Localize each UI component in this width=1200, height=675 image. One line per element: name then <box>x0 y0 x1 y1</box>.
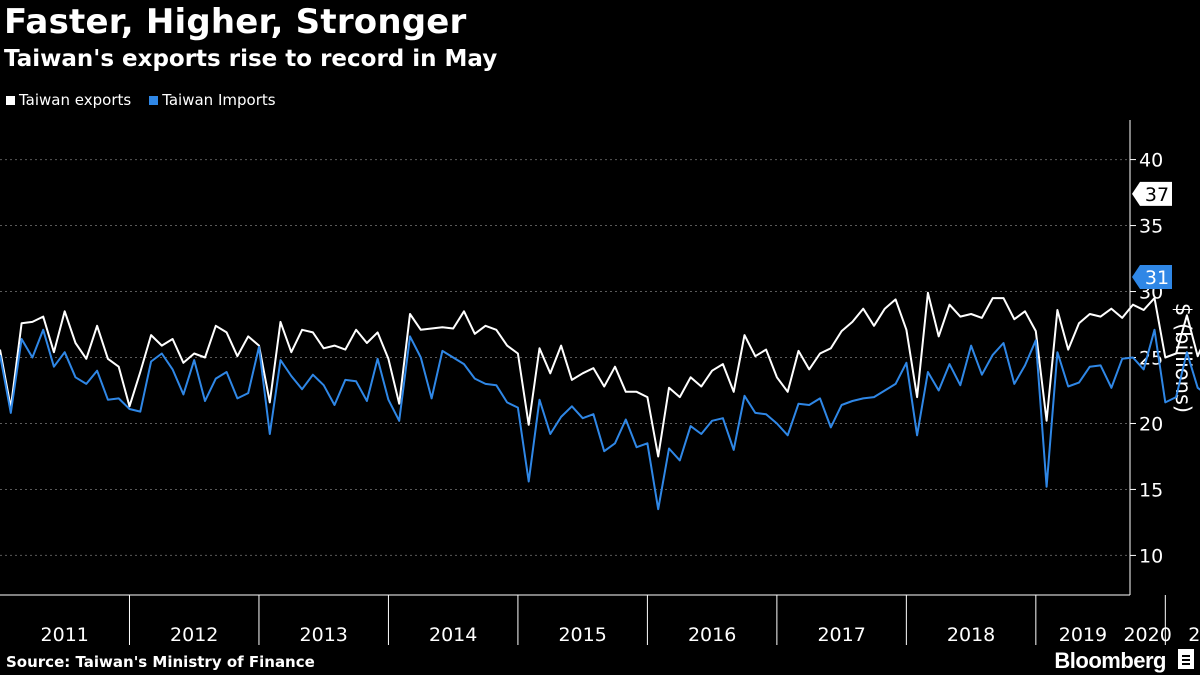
chart-subtitle: Taiwan's exports rise to record in May <box>4 46 498 72</box>
x-tick-label: 2019 <box>1059 624 1107 645</box>
x-tick-label: 2017 <box>817 624 865 645</box>
x-tick-label: 2020 <box>1123 624 1171 645</box>
legend-swatch-imports <box>149 95 159 105</box>
x-tick-label: 2016 <box>688 624 736 645</box>
legend: Taiwan exports Taiwan Imports <box>6 91 294 109</box>
y-axis-title: $ (billions) <box>1171 303 1195 413</box>
y-tick-label: 20 <box>1139 413 1163 435</box>
y-tick-label: 35 <box>1139 216 1163 238</box>
legend-item-exports: Taiwan exports <box>6 91 131 109</box>
x-tick-label: 2021 <box>1188 624 1200 645</box>
imports-line <box>0 328 1200 511</box>
x-tick-label: 2014 <box>429 624 477 645</box>
x-tick-label: 2011 <box>41 624 89 645</box>
y-tick-label: 40 <box>1139 150 1163 172</box>
brand-terminal-icon <box>1178 649 1194 669</box>
x-tick-label: 2015 <box>558 624 606 645</box>
x-tick-label: 2012 <box>170 624 218 645</box>
legend-label-imports: Taiwan Imports <box>162 91 276 109</box>
exports-end-tag <box>1132 181 1172 206</box>
legend-label-exports: Taiwan exports <box>19 91 132 109</box>
x-tick-label: 2013 <box>300 624 348 645</box>
imports-end-tag <box>1132 265 1172 290</box>
legend-item-imports: Taiwan Imports <box>149 91 276 109</box>
y-tick-label: 10 <box>1139 545 1163 567</box>
exports-line <box>0 291 1200 458</box>
exports-end-tag-label: 37 <box>1145 184 1169 206</box>
x-tick-label: 2018 <box>947 624 995 645</box>
imports-end-tag-label: 31 <box>1145 267 1169 289</box>
source-note: Source: Taiwan's Ministry of Finance <box>6 653 315 671</box>
brand-logo: Bloomberg <box>1054 648 1166 673</box>
y-tick-label: 15 <box>1139 479 1163 501</box>
legend-swatch-exports <box>6 95 15 105</box>
chart-title: Faster, Higher, Stronger <box>4 2 467 42</box>
